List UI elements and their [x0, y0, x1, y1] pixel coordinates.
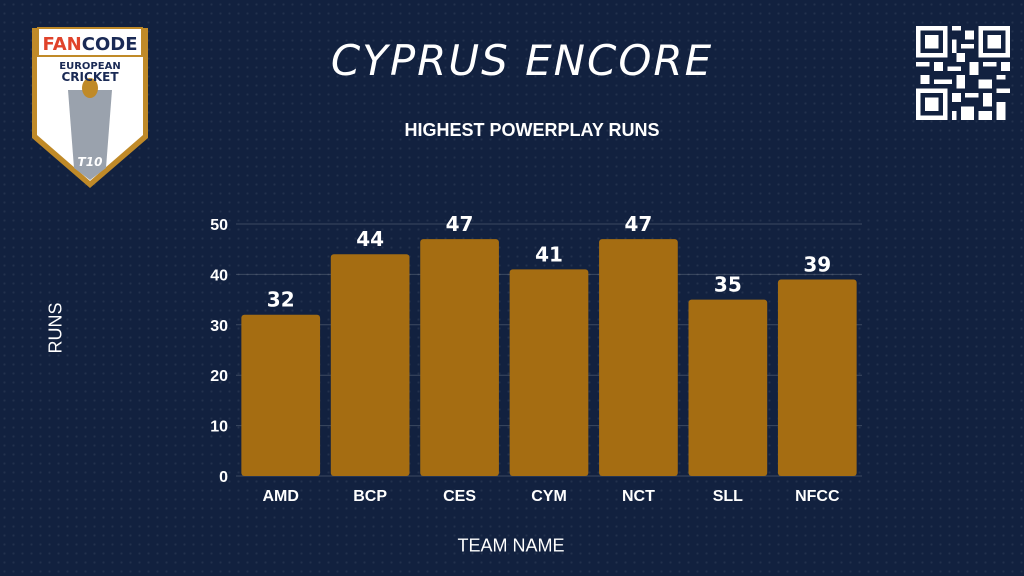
x-tick-label: CES	[443, 488, 476, 505]
logo-line2: CRICKET	[62, 70, 120, 84]
y-axis-label: RUNS	[45, 302, 66, 354]
x-tick-label: NFCC	[795, 488, 840, 505]
x-tick-label: AMD	[262, 488, 298, 505]
bar	[330, 254, 410, 476]
bar	[688, 299, 768, 476]
y-tick-label: 50	[210, 217, 228, 234]
y-tick-label: 40	[210, 267, 228, 284]
y-tick-label: 30	[210, 318, 228, 335]
data-label: 47	[446, 212, 474, 236]
page-title: CYPRUS ENCORE	[330, 36, 714, 85]
logo-badge: T10	[78, 155, 103, 169]
data-label: 44	[356, 227, 384, 251]
bar	[599, 239, 678, 476]
x-tick-label: BCP	[353, 488, 387, 505]
bar	[241, 314, 321, 476]
x-tick-label: CYM	[531, 488, 567, 505]
data-label: 35	[714, 273, 742, 297]
data-label: 41	[535, 242, 563, 266]
data-label: 47	[625, 212, 653, 236]
logo-line1: EUROPEAN	[59, 61, 120, 72]
data-label: 32	[267, 288, 295, 312]
data-label: 39	[803, 252, 831, 276]
bar	[420, 239, 499, 476]
x-tick-label: SLL	[713, 488, 743, 505]
y-tick-label: 0	[219, 469, 228, 486]
logo-brand: FANCODE	[43, 34, 138, 55]
qr-code-icon[interactable]	[916, 26, 1010, 120]
bar	[777, 279, 857, 476]
x-tick-label: NCT	[622, 488, 655, 505]
fancode-european-cricket-logo: FANCODE EUROPEAN CRICKET T10	[32, 27, 148, 188]
y-tick-label: 10	[210, 419, 228, 436]
chart-title: HIGHEST POWERPLAY RUNS	[404, 120, 660, 140]
x-axis-label: TEAM NAME	[457, 535, 565, 556]
bar	[509, 269, 589, 476]
y-tick-label: 20	[210, 368, 228, 385]
